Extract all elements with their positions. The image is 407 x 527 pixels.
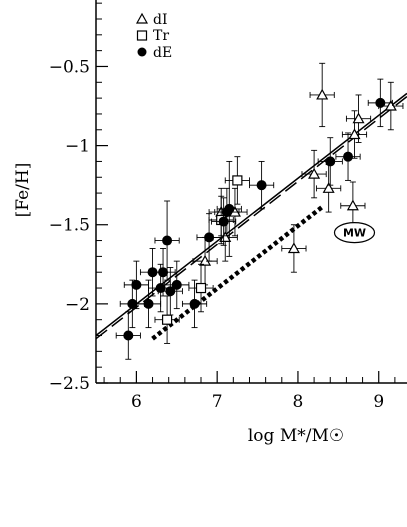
circle-marker xyxy=(165,286,176,297)
legend-marker-dE xyxy=(137,47,147,57)
x-tick-label: 7 xyxy=(212,392,223,412)
triangle-marker xyxy=(316,88,329,100)
point-dE xyxy=(150,248,176,297)
triangle-marker xyxy=(352,112,365,124)
data-points xyxy=(115,62,404,360)
circle-marker xyxy=(325,156,336,167)
x-tick-label: 6 xyxy=(131,392,142,412)
circle-marker xyxy=(218,216,229,227)
point-dI xyxy=(309,62,335,128)
circle-marker xyxy=(224,203,235,214)
point-dE xyxy=(196,213,222,262)
point-dI xyxy=(301,149,327,199)
legend-label-dE: dE xyxy=(153,45,172,61)
legend-marker-dI xyxy=(135,12,149,24)
point-dE xyxy=(123,260,149,310)
square-marker xyxy=(195,282,207,294)
circle-marker xyxy=(143,298,154,309)
y-tick-label: −1 xyxy=(65,137,90,157)
mw-label: MW xyxy=(343,227,366,240)
y-tick-label: −0.5 xyxy=(49,57,90,77)
triangle-marker xyxy=(346,199,359,211)
point-dE xyxy=(249,160,275,210)
triangle-marker xyxy=(219,231,232,242)
point-dI xyxy=(316,164,342,213)
circle-marker xyxy=(131,279,142,290)
fit-lines xyxy=(95,92,407,341)
legend: dI Tr dE xyxy=(135,12,172,61)
point-dI xyxy=(340,181,366,230)
circle-marker xyxy=(123,330,134,341)
point-dE xyxy=(211,197,237,246)
triangle-marker xyxy=(348,128,361,140)
triangle-marker xyxy=(199,254,212,266)
point-dE xyxy=(367,78,393,128)
triangle-marker xyxy=(287,242,300,254)
circle-marker xyxy=(158,267,169,278)
fit-line-dashed xyxy=(95,95,407,340)
square-marker xyxy=(161,314,173,325)
circle-marker xyxy=(171,279,182,290)
circle-marker xyxy=(343,151,354,162)
point-dI xyxy=(281,224,307,273)
circle-marker xyxy=(375,97,386,108)
point-dE xyxy=(317,137,343,186)
point-dE xyxy=(115,311,141,360)
fit-line-dotted xyxy=(151,203,326,341)
circle-marker xyxy=(256,180,267,191)
point-dE xyxy=(157,267,183,316)
legend-label-Tr: Tr xyxy=(153,28,169,44)
axes: 6 7 8 9 −0.5 −1 −1.5 −2 −2.5 xyxy=(49,2,396,412)
point-dE xyxy=(216,160,242,257)
circle-marker xyxy=(127,298,138,309)
circle-marker xyxy=(204,232,215,243)
triangle-marker xyxy=(384,99,397,111)
y-tick-label: −2 xyxy=(65,295,90,315)
mw-ellipse xyxy=(333,222,376,244)
legend-label-dI: dI xyxy=(153,12,168,28)
fit-line-solid xyxy=(95,92,407,337)
point-dE xyxy=(335,132,361,181)
x-tick-label: 8 xyxy=(293,392,304,412)
y-axis-label: [Fe/H] xyxy=(13,163,33,218)
annotations: MW xyxy=(333,222,376,244)
point-Tr xyxy=(154,295,180,344)
triangle-marker xyxy=(322,182,335,193)
legend-marker-Tr xyxy=(136,30,148,41)
circle-marker xyxy=(162,235,173,246)
x-tick-label: 9 xyxy=(373,392,384,412)
triangle-marker xyxy=(308,167,321,179)
point-dE xyxy=(181,279,208,329)
square-marker xyxy=(232,175,243,186)
x-axis-label: log M*/M☉ xyxy=(248,426,344,446)
point-dI xyxy=(345,94,372,143)
point-dE xyxy=(164,260,190,310)
y-tick-label: −1.5 xyxy=(49,216,90,236)
point-dE xyxy=(154,200,180,281)
circle-marker xyxy=(189,298,200,309)
y-tick-label: −2.5 xyxy=(49,374,90,394)
